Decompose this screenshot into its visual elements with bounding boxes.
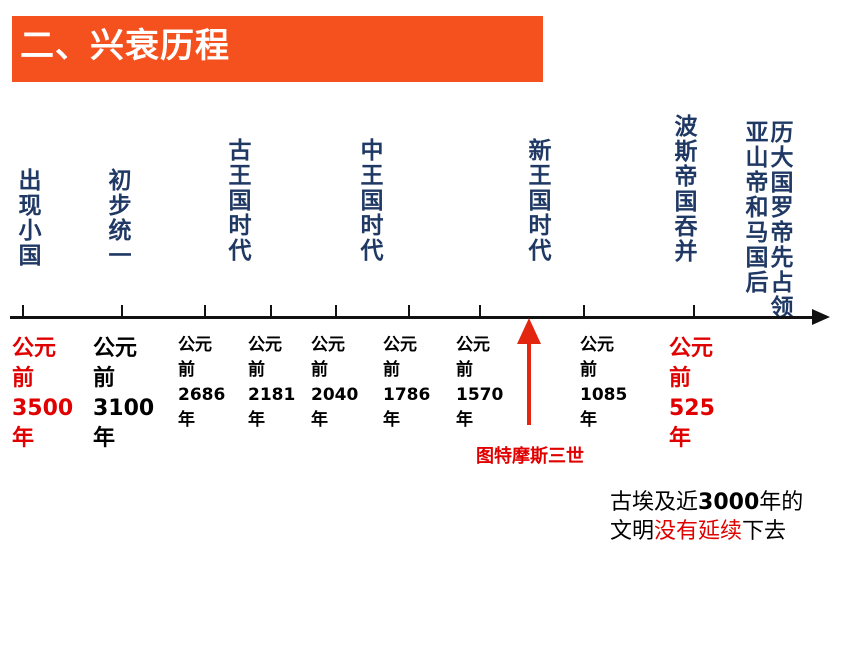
date-prefix: 前: [383, 360, 400, 380]
date-year: 2686: [178, 385, 226, 405]
note-text: 年的文明: [610, 490, 804, 544]
timeline-tick: [22, 305, 24, 318]
timeline-tick: [693, 305, 695, 318]
date-prefix: 公元: [456, 335, 490, 355]
date-prefix: 前: [456, 360, 473, 380]
date-prefix: 前: [248, 360, 265, 380]
timeline-tick: [335, 305, 337, 318]
date-prefix: 公元: [383, 335, 417, 355]
date-prefix: 前: [669, 366, 692, 391]
timeline-axis: [10, 316, 815, 319]
period-label-macedonia-rome-col2: 历大国罗帝先占领: [766, 120, 792, 320]
timeline-tick: [408, 305, 410, 318]
date-prefix: 前: [93, 366, 116, 391]
date-1570bc: 公元 前 1570 年: [456, 333, 503, 433]
date-prefix: 公元: [248, 335, 282, 355]
timeline-tick: [204, 305, 206, 318]
note-number: 3000: [698, 490, 760, 515]
title-banner: [12, 16, 543, 82]
timeline-tick: [121, 305, 123, 318]
pharaoh-arrow-shaft: [527, 343, 531, 425]
timeline-tick: [583, 305, 585, 318]
date-prefix: 公元: [12, 336, 57, 361]
date-525bc: 公元 前 525 年: [669, 334, 715, 454]
date-year: 3100: [93, 396, 155, 421]
date-prefix: 前: [178, 360, 195, 380]
note-text: 古埃及近: [610, 490, 699, 515]
pharaoh-label: 图特摩斯三世: [476, 446, 584, 467]
date-suffix: 年: [669, 426, 692, 451]
period-label-small-states: 出现小国: [14, 168, 40, 268]
period-label-persian-annexation: 波斯帝国吞并: [670, 114, 696, 264]
timeline-tick: [479, 305, 481, 318]
date-suffix: 年: [580, 410, 597, 430]
date-prefix: 公元: [178, 335, 212, 355]
note-text: 下去: [742, 519, 787, 544]
date-prefix: 前: [311, 360, 328, 380]
section-title: 二、兴衰历程: [20, 26, 230, 66]
date-year: 2181: [248, 385, 296, 405]
date-suffix: 年: [12, 426, 35, 451]
date-prefix: 公元: [311, 335, 345, 355]
date-suffix: 年: [178, 410, 195, 430]
date-year: 525: [669, 396, 715, 421]
period-label-initial-unification: 初步统一: [104, 168, 130, 268]
date-1085bc: 公元 前 1085 年: [580, 333, 627, 433]
timeline-tick: [270, 305, 272, 318]
date-year: 3500: [12, 396, 74, 421]
note-highlight: 没有延续: [654, 519, 743, 544]
date-2181bc: 公元 前 2181 年: [248, 333, 295, 433]
date-suffix: 年: [456, 410, 473, 430]
timeline-arrowhead: [812, 309, 830, 325]
date-prefix: 前: [12, 366, 35, 391]
period-label-macedonia-rome-col1: 亚山帝和马国后: [741, 120, 767, 295]
date-suffix: 年: [383, 410, 400, 430]
date-prefix: 前: [580, 360, 597, 380]
date-year: 1786: [383, 385, 431, 405]
date-suffix: 年: [311, 410, 328, 430]
date-2686bc: 公元 前 2686 年: [178, 333, 225, 433]
date-year: 1570: [456, 385, 504, 405]
pharaoh-arrowhead: [517, 318, 541, 344]
date-year: 1085: [580, 385, 628, 405]
date-1786bc: 公元 前 1786 年: [383, 333, 430, 433]
period-label-old-kingdom: 古王国时代: [224, 138, 250, 263]
date-prefix: 公元: [580, 335, 614, 355]
conclusion-note: 古埃及近3000年的文明没有延续下去: [610, 488, 815, 546]
period-label-new-kingdom: 新王国时代: [524, 138, 550, 263]
date-year: 2040: [311, 385, 359, 405]
period-label-middle-kingdom: 中王国时代: [356, 138, 382, 263]
date-3100bc: 公元 前 3100 年: [93, 334, 154, 454]
date-3500bc: 公元 前 3500 年: [12, 334, 73, 454]
date-suffix: 年: [93, 426, 116, 451]
date-prefix: 公元: [93, 336, 138, 361]
date-suffix: 年: [248, 410, 265, 430]
date-prefix: 公元: [669, 336, 714, 361]
date-2040bc: 公元 前 2040 年: [311, 333, 358, 433]
